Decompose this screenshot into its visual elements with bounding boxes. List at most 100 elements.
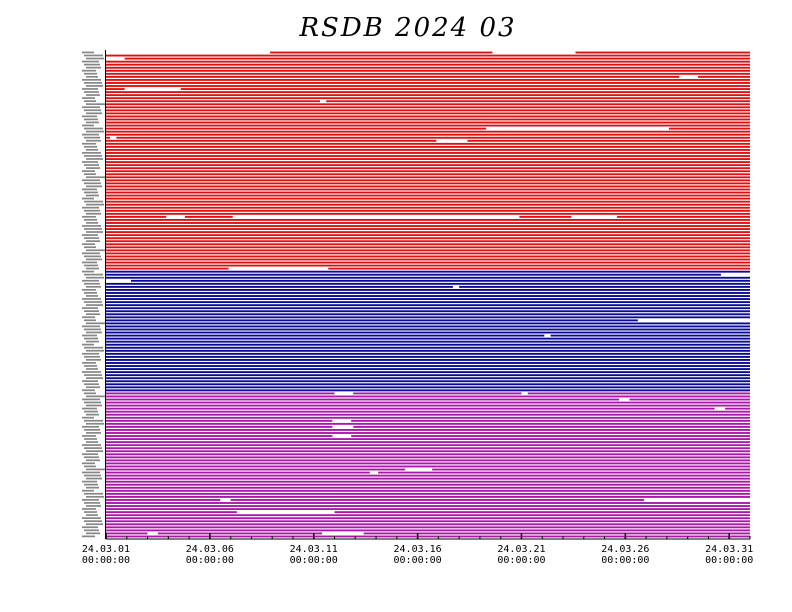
coverage-bar xyxy=(106,170,750,173)
row-label-mark xyxy=(84,520,102,523)
coverage-bar xyxy=(106,359,750,361)
coverage-bar xyxy=(106,489,750,492)
coverage-bar xyxy=(106,328,750,331)
coverage-bar xyxy=(106,218,750,221)
row-label-mark xyxy=(82,133,99,136)
row-label-mark xyxy=(86,413,99,416)
coverage-bar xyxy=(106,127,487,130)
row-label-mark xyxy=(86,130,104,133)
coverage-bar xyxy=(106,188,750,191)
coverage-bar xyxy=(698,75,750,78)
coverage-bar xyxy=(432,468,750,471)
coverage-bar xyxy=(106,152,750,154)
coverage-bar xyxy=(106,368,750,371)
coverage-bar xyxy=(106,228,750,231)
x-tick-label-date: 24.03.06 xyxy=(186,544,234,555)
row-label-mark xyxy=(82,152,101,154)
coverage-bar xyxy=(334,511,750,514)
coverage-bar xyxy=(106,392,335,395)
row-label-mark xyxy=(86,231,103,233)
row-label-mark xyxy=(82,78,101,81)
coverage-bar xyxy=(106,133,750,136)
coverage-bar xyxy=(106,483,750,486)
row-label-mark xyxy=(86,349,104,352)
row-label-mark xyxy=(86,295,98,297)
row-label-mark xyxy=(86,103,105,106)
coverage-bar xyxy=(353,425,750,428)
coverage-bar xyxy=(106,304,750,307)
row-label-mark xyxy=(86,486,99,489)
row-label-mark xyxy=(82,416,94,419)
coverage-bar xyxy=(106,532,148,535)
row-label-mark xyxy=(86,304,103,306)
row-label-mark xyxy=(82,526,98,529)
row-label-mark xyxy=(84,155,102,157)
coverage-bar xyxy=(106,438,750,441)
coverage-bar xyxy=(106,270,750,273)
row-label-mark xyxy=(82,270,94,273)
coverage-bar xyxy=(378,471,750,474)
coverage-bar xyxy=(106,316,750,319)
row-label-mark xyxy=(86,523,103,526)
row-label-mark xyxy=(84,319,96,322)
coverage-bar xyxy=(467,139,750,142)
row-label-mark xyxy=(82,298,101,300)
x-tick-label-date: 24.03.11 xyxy=(290,544,338,555)
chart-title: RSDB 2024 03 xyxy=(298,13,516,43)
row-label-mark xyxy=(82,389,95,392)
row-label-mark xyxy=(82,362,96,364)
coverage-bar xyxy=(106,450,750,453)
row-label-mark xyxy=(86,441,98,443)
coverage-bar xyxy=(106,459,750,462)
coverage-bar xyxy=(106,276,750,279)
row-label-mark xyxy=(82,215,96,218)
row-label-mark xyxy=(84,200,103,203)
coverage-bar xyxy=(527,392,750,395)
coverage-bar xyxy=(106,203,750,206)
coverage-bar xyxy=(106,194,750,197)
row-label-mark xyxy=(86,112,102,115)
coverage-bar xyxy=(106,429,750,431)
coverage-bar xyxy=(106,398,620,401)
row-label-mark xyxy=(86,514,98,516)
coverage-bar xyxy=(106,209,750,212)
row-label-mark xyxy=(82,480,97,483)
row-label-mark xyxy=(84,301,102,303)
row-label-mark xyxy=(86,359,101,361)
coverage-bar xyxy=(106,282,750,285)
row-label-mark xyxy=(84,182,101,185)
row-label-mark xyxy=(86,432,101,434)
coverage-bar xyxy=(106,377,750,380)
row-label-mark xyxy=(86,322,105,325)
row-label-mark xyxy=(84,218,97,221)
coverage-bar xyxy=(106,264,750,267)
row-label-mark xyxy=(86,532,100,535)
row-label-mark xyxy=(86,158,103,160)
x-tick-label-time: 00:00:00 xyxy=(186,555,234,566)
row-label-mark xyxy=(84,456,99,459)
coverage-bar xyxy=(106,343,750,346)
coverage-bar xyxy=(106,94,750,97)
row-label-mark xyxy=(84,355,100,358)
row-label-mark xyxy=(82,444,101,446)
row-label-mark xyxy=(82,234,98,236)
row-label-mark xyxy=(84,447,102,449)
row-label-mark xyxy=(82,325,100,328)
coverage-bar xyxy=(106,477,750,480)
row-label-mark xyxy=(86,75,98,78)
x-tick-label-time: 00:00:00 xyxy=(497,555,545,566)
coverage-bar xyxy=(106,526,750,529)
coverage-bar xyxy=(106,346,750,349)
coverage-bar xyxy=(106,416,750,419)
coverage-bar xyxy=(106,246,750,249)
row-label-mark xyxy=(82,60,99,63)
row-label-mark xyxy=(84,109,101,112)
coverage-bar xyxy=(106,349,750,352)
coverage-bar xyxy=(106,401,750,404)
row-label-mark xyxy=(86,121,99,124)
row-label-mark xyxy=(82,243,95,246)
row-label-mark xyxy=(84,255,101,258)
coverage-bar xyxy=(106,422,750,425)
coverage-bar xyxy=(106,231,750,234)
row-label-mark xyxy=(86,285,101,288)
